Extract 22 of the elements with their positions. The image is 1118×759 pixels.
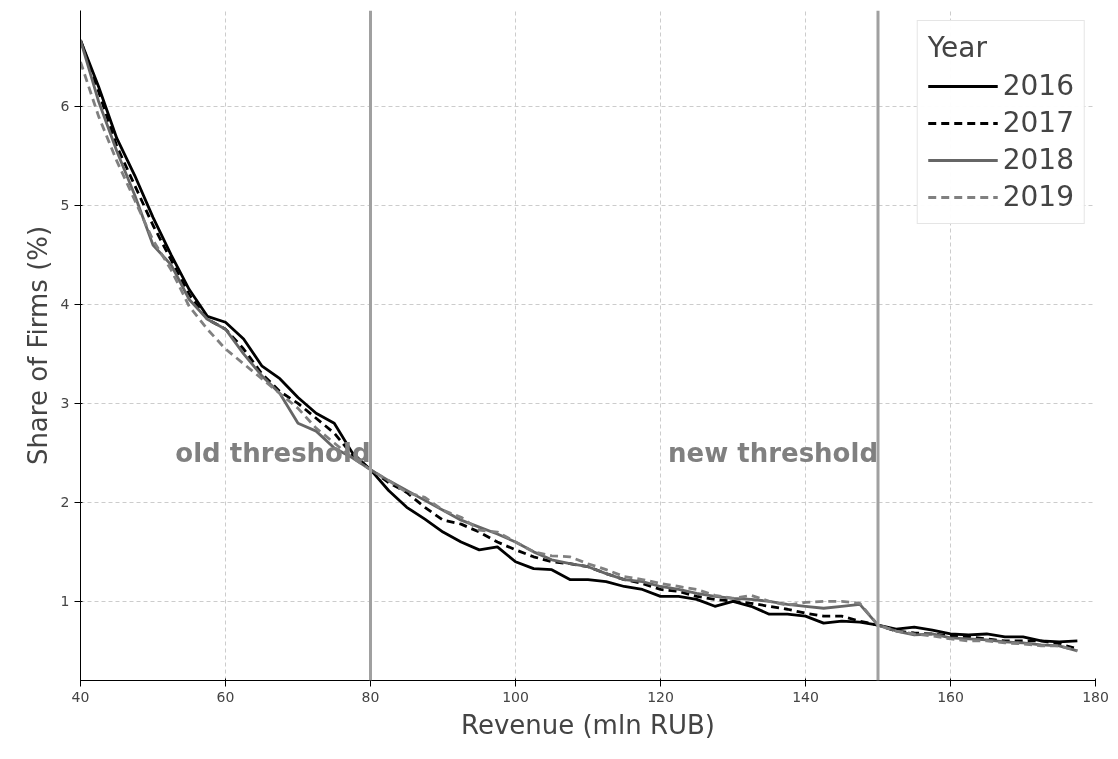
x-tick-label: 80 <box>361 688 380 705</box>
x-tick-label: 40 <box>71 688 90 705</box>
legend-title: Year <box>927 31 988 64</box>
y-tick-label: 1 <box>60 593 70 610</box>
y-tick-label: 5 <box>60 197 70 214</box>
x-tick-label: 100 <box>502 688 529 705</box>
x-tick-label: 160 <box>937 688 964 705</box>
legend-label: 2016 <box>1002 69 1074 102</box>
annotation: new threshold <box>668 437 878 468</box>
y-tick-label: 2 <box>60 494 70 511</box>
legend-label: 2019 <box>1002 180 1074 213</box>
y-tick-label: 4 <box>60 296 70 313</box>
x-tick-label: 120 <box>647 688 674 705</box>
y-tick-label: 3 <box>60 395 70 412</box>
y-tick-label: 6 <box>60 98 70 115</box>
legend-label: 2017 <box>1002 106 1074 139</box>
x-axis-title: Revenue (mln RUB) <box>461 709 716 740</box>
legend-label: 2018 <box>1002 143 1074 176</box>
x-tick-label: 180 <box>1082 688 1109 705</box>
y-axis-title: Share of Firms (%) <box>22 225 53 466</box>
x-tick-label: 60 <box>216 688 235 705</box>
x-tick-label: 140 <box>792 688 819 705</box>
